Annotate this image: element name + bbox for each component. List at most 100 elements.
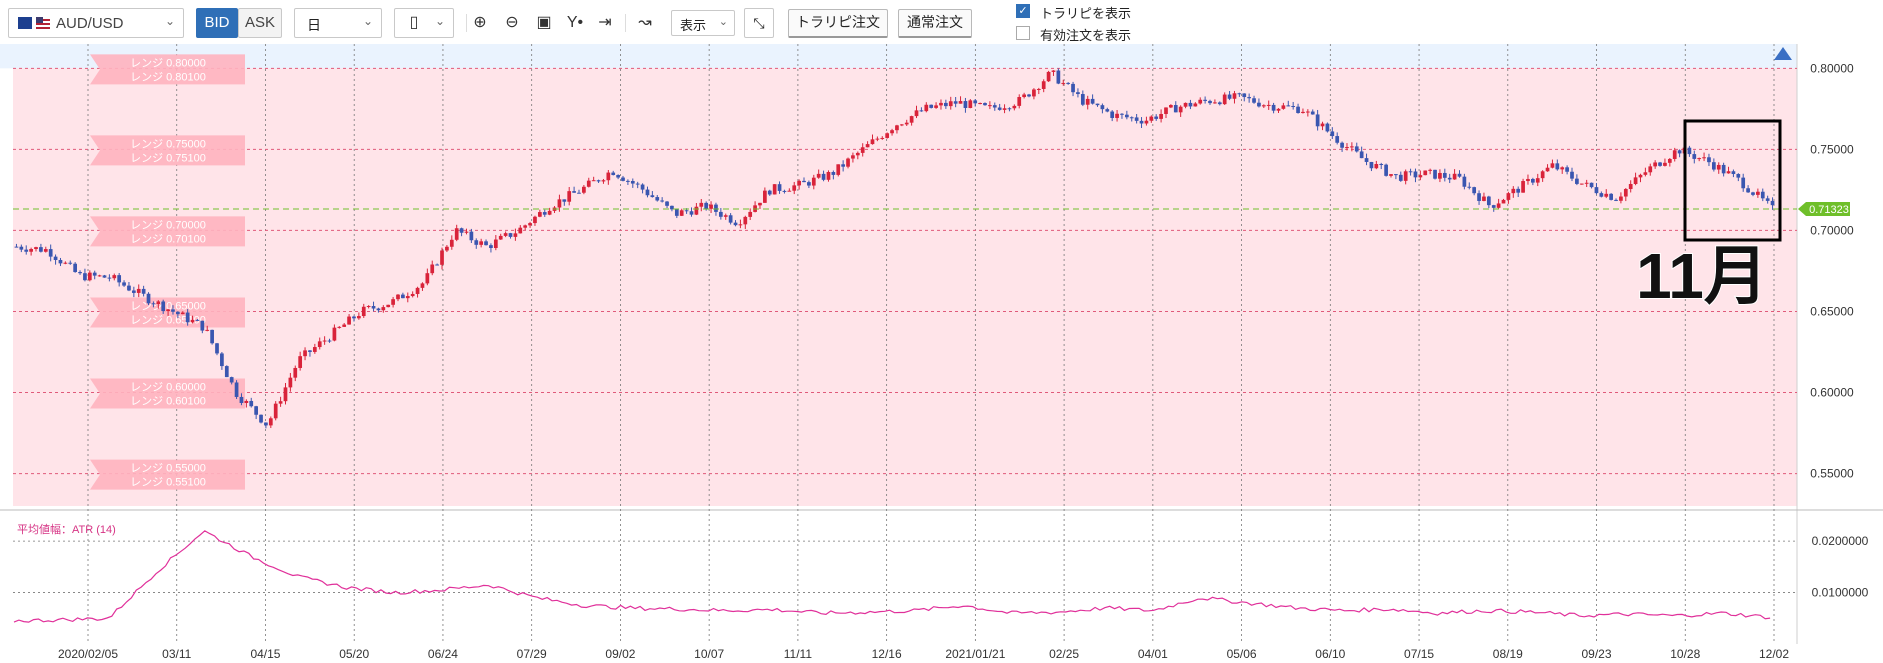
candle-body <box>533 216 537 224</box>
candle-body <box>1144 120 1149 124</box>
candle-body <box>983 103 987 106</box>
y-axis-lock-icon[interactable]: Y• <box>566 14 584 31</box>
current-price-label: 0.71323 <box>1809 204 1849 216</box>
candle-body <box>1438 172 1442 179</box>
candle-body <box>1707 157 1711 163</box>
trap-order-button[interactable]: トラリピ注文 <box>788 9 888 38</box>
candle-body <box>821 173 826 180</box>
candle-body <box>758 202 762 206</box>
candle-body <box>210 329 214 344</box>
show-active-orders-checkbox[interactable] <box>1016 26 1030 40</box>
candle-body <box>1677 150 1682 154</box>
candle-body <box>1364 158 1369 162</box>
x-tick-label: 09/02 <box>605 647 635 661</box>
chart-type-select[interactable]: ▯ ⌄ <box>394 8 454 38</box>
candle-body <box>1452 173 1457 180</box>
candle-body <box>122 282 126 286</box>
candle-body <box>244 400 249 403</box>
candle-body <box>1716 164 1721 170</box>
candle-body <box>1178 106 1183 113</box>
candle-body <box>303 350 307 357</box>
candle-body <box>1751 192 1755 195</box>
candle-body <box>836 164 841 175</box>
candle-body <box>650 195 655 198</box>
candle-body <box>1139 120 1144 124</box>
x-tick-label: 04/01 <box>1138 647 1168 661</box>
candle-body <box>855 152 860 156</box>
atr-line <box>13 530 1771 623</box>
candle-body <box>1423 170 1428 176</box>
scroll-to-latest-icon[interactable]: ⇥ <box>598 14 612 31</box>
candle-body <box>1570 171 1574 179</box>
trap-range-band <box>13 68 1797 506</box>
candle-body <box>738 224 743 226</box>
candle-body <box>513 233 518 237</box>
candle-body <box>1501 199 1506 204</box>
candle-body <box>660 200 665 202</box>
chevron-down-icon: ⌄ <box>362 14 373 28</box>
candle-body <box>1335 136 1340 143</box>
zoom-in-icon[interactable]: ⊕ <box>473 14 487 31</box>
candle-body <box>1310 111 1315 115</box>
display-menu-button[interactable]: 表示 ⌄ <box>671 10 735 36</box>
candle-body <box>1658 162 1662 166</box>
candle-body <box>317 341 322 348</box>
fullscreen-icon[interactable]: ⤡ <box>744 8 774 38</box>
candle-body <box>1756 191 1760 195</box>
candle-body <box>371 306 376 309</box>
candle-body <box>968 100 973 108</box>
candle-body <box>723 215 728 217</box>
fit-screen-icon[interactable]: ▣ <box>536 14 552 31</box>
candle-body <box>1477 193 1481 201</box>
period-select[interactable]: 日 ⌄ <box>294 8 382 38</box>
range-label-bottom: レンジ 0.55100 <box>130 477 206 489</box>
candle-body <box>1149 116 1154 121</box>
candle-body <box>1301 111 1305 114</box>
candle-body <box>601 180 606 182</box>
candle-body <box>1134 117 1139 121</box>
candle-body <box>337 326 342 328</box>
candle-body <box>523 225 528 228</box>
candle-body <box>332 327 337 341</box>
indicator-icon[interactable]: ↝ <box>638 14 652 31</box>
candle-body <box>166 309 170 312</box>
candle-body <box>1271 104 1276 111</box>
x-tick-label: 06/24 <box>428 647 458 661</box>
x-tick-label: 2020/02/05 <box>58 647 118 661</box>
candle-body <box>694 206 699 215</box>
candle-body <box>1193 103 1198 107</box>
candle-body <box>1350 146 1354 148</box>
bid-button[interactable]: BID <box>196 8 238 38</box>
candle-body <box>420 283 425 288</box>
candle-body <box>1061 82 1066 84</box>
range-tag-shape <box>90 54 245 85</box>
currency-pair-select[interactable]: AUD/USD ⌄ <box>8 8 184 38</box>
candle-body <box>1403 171 1408 181</box>
candle-body <box>1726 171 1731 174</box>
candle-body <box>870 139 875 145</box>
candle-body <box>19 246 24 250</box>
candle-body <box>386 304 391 308</box>
candle-body <box>493 239 498 248</box>
candle-body <box>503 233 508 236</box>
candle-body <box>865 144 870 148</box>
ask-button[interactable]: ASK <box>238 8 282 38</box>
candle-body <box>73 263 78 273</box>
candle-body <box>562 199 567 202</box>
candle-body <box>567 191 572 202</box>
candle-body <box>283 387 288 402</box>
range-label-tag: レンジ 0.75000 レンジ 0.75100 <box>90 135 245 166</box>
candle-body <box>1257 102 1261 107</box>
candle-body <box>180 312 185 315</box>
indicator-label: 平均値幅：ATR (14) <box>17 523 116 536</box>
scroll-marker-icon[interactable] <box>1774 47 1792 60</box>
candle-body <box>464 231 469 233</box>
show-trap-checkbox[interactable]: ✓ <box>1016 4 1030 18</box>
range-label-tag: レンジ 0.65000 レンジ 0.65100 <box>90 297 245 328</box>
candle-body <box>684 210 689 212</box>
y-tick-label: 0.60000 <box>1810 386 1854 400</box>
zoom-out-icon[interactable]: ⊖ <box>505 14 519 31</box>
candle-body <box>347 316 351 325</box>
normal-order-button[interactable]: 通常注文 <box>898 9 972 38</box>
